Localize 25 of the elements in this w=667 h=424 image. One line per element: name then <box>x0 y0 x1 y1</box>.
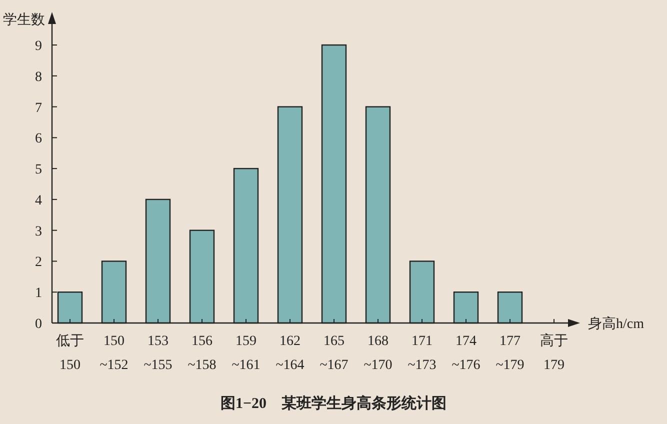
x-tick-label: 高于 179 <box>540 333 568 373</box>
y-tick-label: 5 <box>35 162 42 178</box>
y-tick-label: 8 <box>35 70 42 85</box>
y-tick-label: 3 <box>35 224 42 240</box>
x-tick-label: 168 ~170 <box>364 334 392 373</box>
y-tick-label: 4 <box>35 193 42 208</box>
x-axis-title: 身高h/cm <box>588 316 644 332</box>
y-tick-label: 7 <box>35 100 42 116</box>
y-tick-label: 0 <box>35 317 42 332</box>
x-tick-label: 150 ~152 <box>100 334 128 373</box>
text: 图1−20 某班学生身高条形统计图 <box>220 394 447 412</box>
x-tick-label: 165 ~167 <box>320 334 348 373</box>
x-tick-label: 171 ~173 <box>408 334 436 373</box>
y-tick-label: 6 <box>35 132 42 147</box>
x-tick-label: 156 ~158 <box>188 334 216 373</box>
y-axis-title: 学生数 <box>3 12 45 28</box>
y-tick-label: 1 <box>35 286 42 302</box>
x-tick-label: 162 ~164 <box>276 334 304 373</box>
y-tick-label: 2 <box>35 255 42 270</box>
x-tick-label: 177 ~179 <box>496 334 524 373</box>
x-tick-label: 低于 150 <box>56 333 84 373</box>
x-tick-label: 153 ~155 <box>144 334 172 373</box>
x-tick-label: 174 ~176 <box>452 334 480 373</box>
x-tick-label: 159 ~161 <box>232 334 260 373</box>
y-tick-label: 9 <box>35 39 42 54</box>
